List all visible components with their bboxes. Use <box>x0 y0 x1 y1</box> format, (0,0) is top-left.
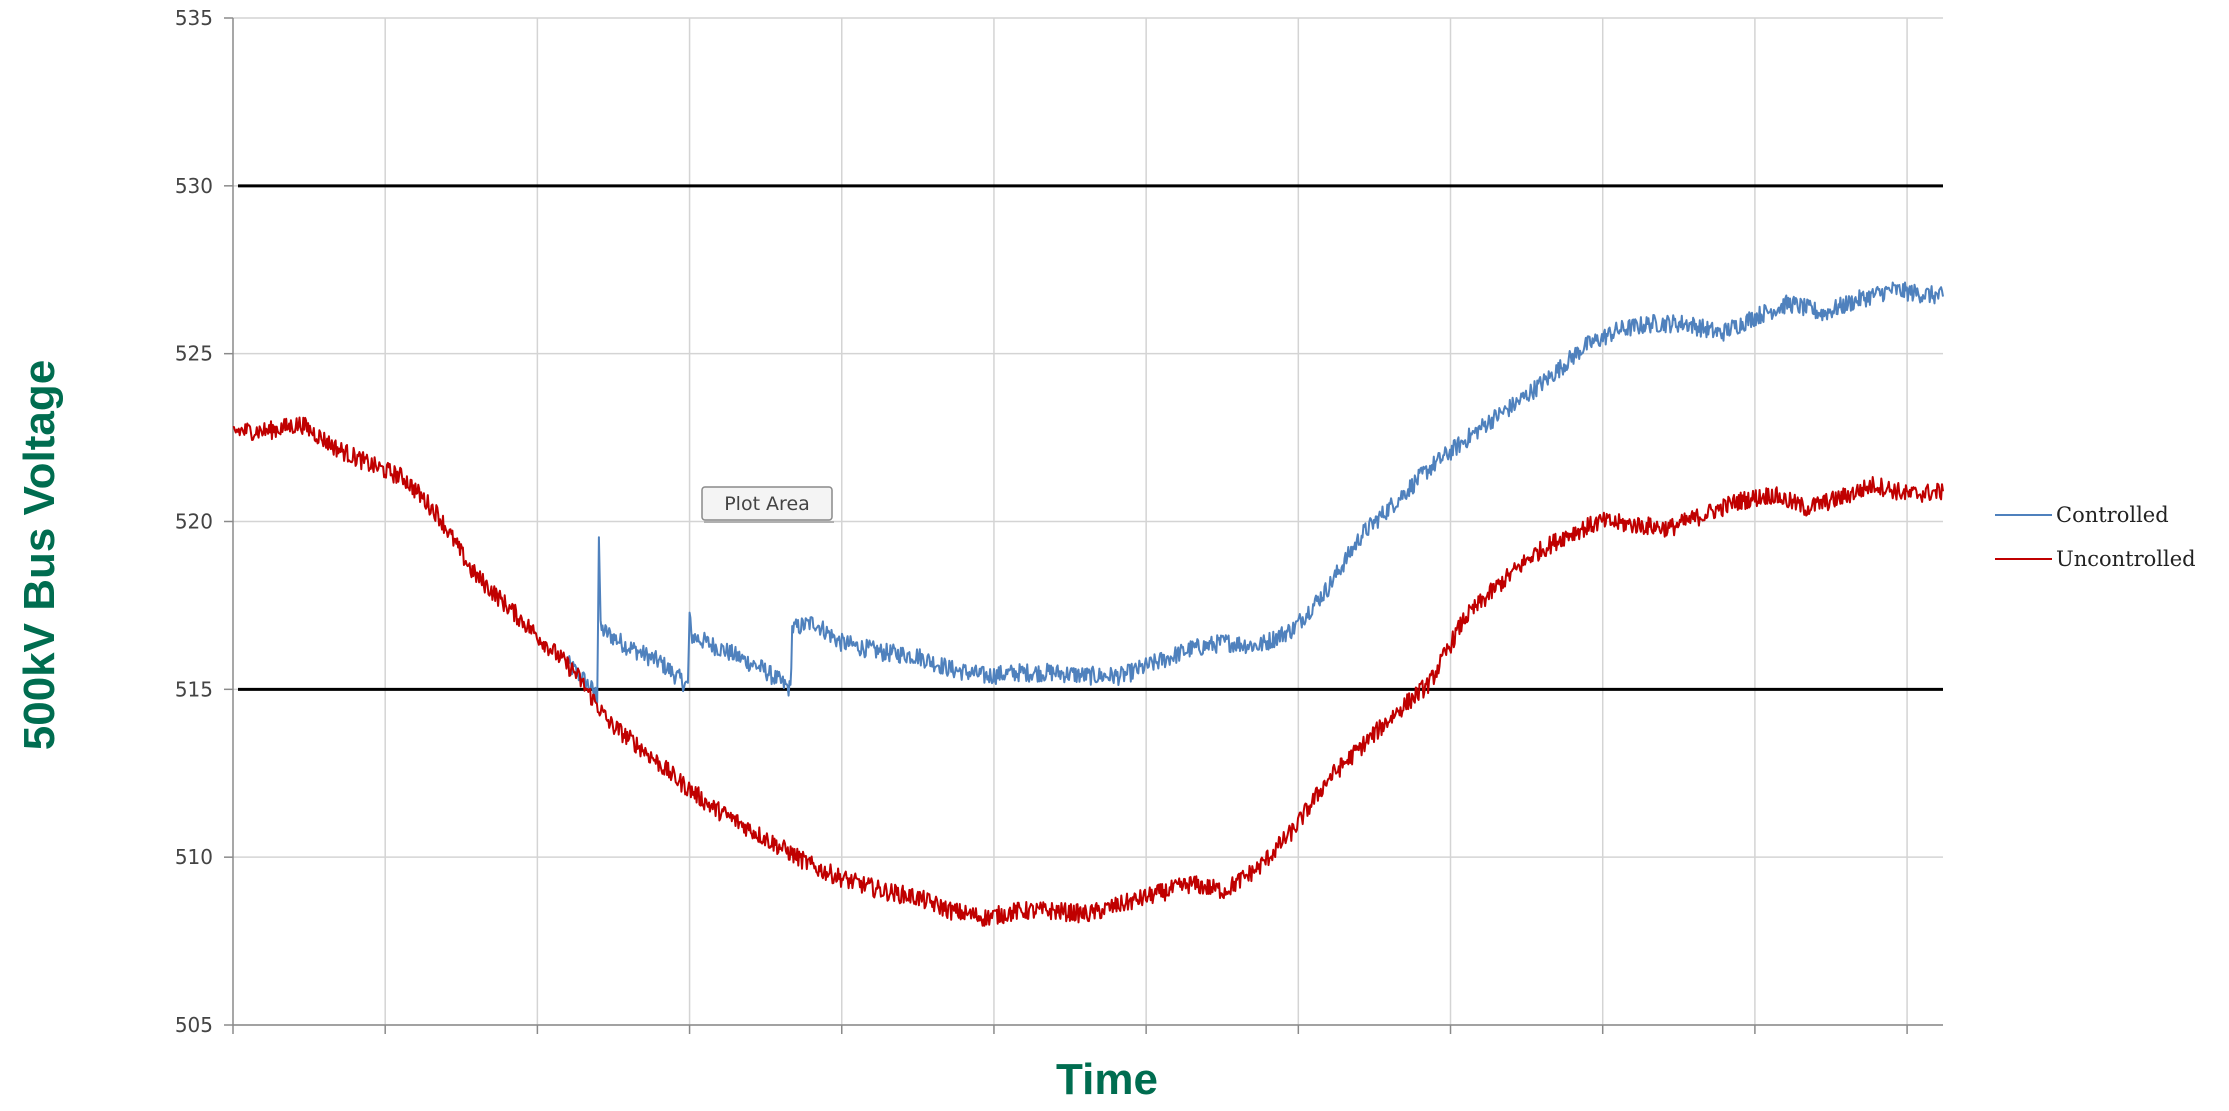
y-tick-labels: 505 510 515 520 525 530 535 <box>175 6 213 1037</box>
y-tick-label: 525 <box>175 342 213 366</box>
series-lines <box>232 281 1944 927</box>
y-tick-label: 520 <box>175 510 213 534</box>
legend-label-uncontrolled: Uncontrolled <box>2056 547 2196 571</box>
legend: Controlled Uncontrolled <box>1995 503 2196 571</box>
tooltip-label: Plot Area <box>724 493 810 515</box>
y-tick-label: 505 <box>175 1013 213 1037</box>
x-axis-title: Time <box>1056 1055 1158 1104</box>
y-axis-title: 500kV Bus Voltage <box>15 360 64 750</box>
y-tick-label: 510 <box>175 845 213 869</box>
axes <box>224 17 1943 1034</box>
y-tick-label: 530 <box>175 174 213 198</box>
series-line-uncontrolled <box>232 416 1944 927</box>
y-tick-label: 535 <box>175 6 213 30</box>
plot-area-tooltip: Plot Area <box>701 486 834 523</box>
reference-lines <box>238 184 1943 691</box>
y-tick-label: 515 <box>175 677 213 701</box>
series-line-controlled <box>565 281 1944 704</box>
legend-label-controlled: Controlled <box>2056 503 2169 527</box>
